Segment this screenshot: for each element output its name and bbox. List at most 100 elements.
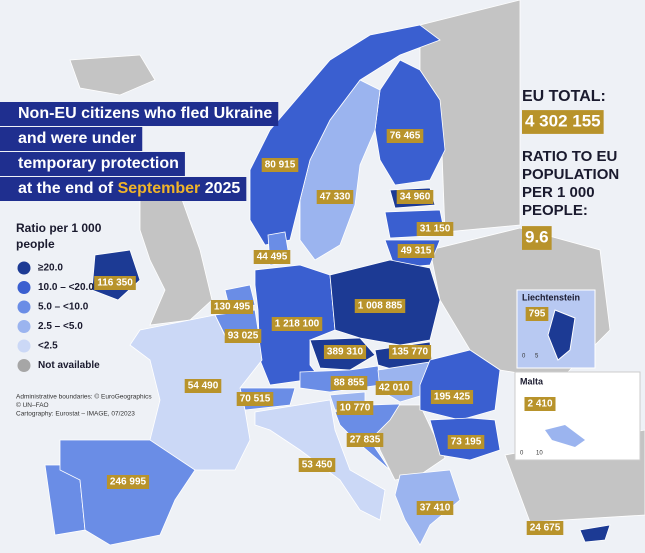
value-label-box [526, 521, 564, 535]
value-label-box [447, 435, 485, 449]
credits: Administrative boundaries: © EuroGeograp… [16, 393, 152, 418]
title-box [0, 127, 143, 151]
value-label-box [236, 392, 274, 406]
liechtenstein-shape [547, 309, 576, 361]
inset-value-box [525, 307, 549, 321]
malta-shape [545, 425, 585, 447]
ratio-label: PER 1 000 [522, 184, 595, 201]
legend-swatch [17, 261, 31, 275]
legend: Ratio per 1 000 people ≥20.0 10.0 – <20.0 5.… [16, 221, 102, 372]
value-label: 10 770 [340, 403, 371, 414]
title-box [0, 152, 185, 176]
scale-label: 5 [535, 354, 539, 360]
value-label-box [330, 376, 368, 390]
value-label-box [323, 345, 367, 359]
value-label-box [346, 433, 384, 447]
value-label: 37 410 [420, 503, 451, 514]
value-label-box [106, 475, 150, 489]
title-part: September [118, 180, 201, 197]
cyprus [579, 524, 611, 543]
credit: Administrative boundaries: © EuroGeograp… [16, 393, 152, 401]
united-kingdom [139, 179, 213, 326]
finland [374, 59, 446, 186]
spain [59, 439, 196, 546]
value-label-box [224, 329, 262, 343]
eu-total: 4 302 155 [525, 111, 601, 130]
value-label-box [261, 158, 299, 172]
value-label: 389 310 [327, 347, 364, 358]
title-box [0, 177, 247, 201]
value-label: 70 515 [240, 394, 271, 405]
legend-swatch [17, 339, 31, 353]
value-label-box [430, 390, 474, 404]
title-line: Non-EU citizens who fled Ukraine [18, 105, 272, 122]
inset-value: 2 410 [527, 399, 552, 410]
value-label-box [375, 381, 413, 395]
value-label-box [184, 379, 222, 393]
ratio-label: RATIO TO EU [522, 148, 617, 165]
credit: © UN–FAO [16, 401, 49, 409]
legend-label: Not available [38, 360, 100, 371]
value-label: 1 218 100 [275, 319, 320, 330]
legend-label: 10.0 – <20.0 [38, 282, 94, 293]
title-part: at the end of [18, 180, 114, 197]
value-label: 53 450 [302, 460, 333, 471]
value-label-box [386, 129, 424, 143]
legend-swatch [17, 359, 31, 372]
value-label-box [396, 190, 434, 204]
value-label-box [354, 299, 406, 313]
value-label-box [253, 250, 291, 264]
legend-title: people [16, 237, 55, 251]
value-label: 195 425 [434, 392, 471, 403]
legend-label: 5.0 – <10.0 [38, 302, 89, 313]
value-label-box [316, 190, 354, 204]
value-label: 246 995 [110, 477, 147, 488]
legend-swatch [17, 300, 31, 314]
inset-name: Malta [520, 376, 544, 386]
value-label-box [336, 401, 374, 415]
scale-label: 0 [522, 354, 526, 360]
inset-value-box [524, 397, 556, 411]
title-line: at the end of September 2025 [18, 180, 240, 197]
total-label: EU TOTAL: [522, 88, 606, 105]
value-label-box [271, 317, 323, 331]
value-label-box [298, 458, 336, 472]
value-label-box [397, 244, 435, 258]
value-label: 44 495 [257, 252, 288, 263]
inset-frame [514, 371, 641, 461]
legend-title: Ratio per 1 000 [16, 221, 102, 235]
value-label-box [94, 276, 136, 290]
title-part: 2025 [205, 180, 241, 197]
inset-name: Liechtenstein [522, 292, 580, 302]
value-label: 42 010 [379, 383, 410, 394]
value-label: 24 675 [530, 523, 561, 534]
value-label: 54 490 [188, 381, 219, 392]
value-label: 47 330 [320, 192, 351, 203]
value-label-box [416, 222, 454, 236]
value-label: 76 465 [390, 131, 421, 142]
scale-label: 0 [520, 451, 524, 457]
value-label: 93 025 [228, 331, 259, 342]
value-label: 135 770 [392, 347, 429, 358]
value-label-box [416, 501, 454, 515]
title: Non-EU citizens who fled Ukraine and were… [0, 102, 279, 201]
eu-ratio-box [522, 226, 552, 250]
value-labels: 116 350 76 465 47 330 80 915 34 960 31 150 49 … [94, 129, 564, 535]
credit: Cartography: Eurostat – IMAGE, 07/2023 [16, 411, 135, 418]
value-label: 34 960 [400, 192, 431, 203]
legend-swatch [17, 281, 31, 294]
eu-ratio: 9.6 [525, 227, 549, 246]
legend-label: <2.5 [38, 341, 58, 352]
value-label: 31 150 [420, 224, 451, 235]
value-label: 49 315 [401, 246, 432, 257]
scale-label: 10 [536, 451, 543, 457]
value-label: 80 915 [265, 160, 296, 171]
value-label-box [388, 345, 432, 359]
iceland [69, 54, 156, 96]
legend-swatch [17, 320, 31, 333]
value-label: 116 350 [97, 278, 133, 289]
value-label: 73 195 [451, 437, 482, 448]
value-label: 1 008 885 [358, 301, 403, 312]
